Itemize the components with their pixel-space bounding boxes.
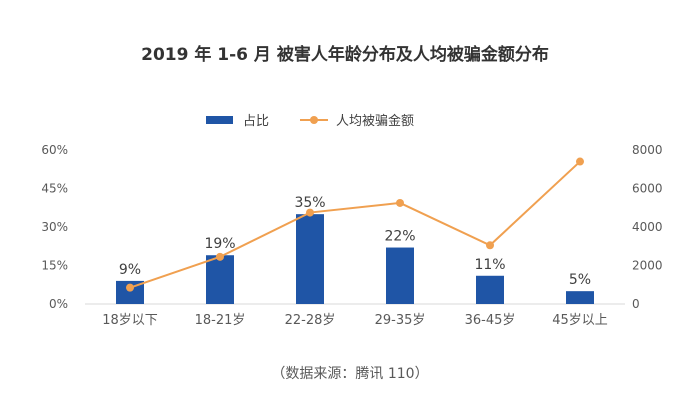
legend-bar-swatch [206,116,233,124]
y-right-tick-label: 2000 [632,259,663,273]
y-axis-left: 0% 15% 30% 45% 60% [41,143,68,311]
y-left-tick-label: 60% [41,143,68,157]
bar [206,255,234,304]
y-left-tick-label: 0% [49,297,68,311]
x-tick-label: 36-45岁 [465,313,516,328]
bar-data-label: 22% [384,229,415,245]
line-series [126,157,584,292]
y-right-tick-label: 6000 [632,182,663,196]
bar-data-label: 9% [119,262,141,278]
bar [566,291,594,304]
bar [116,280,144,304]
legend-line-marker [310,116,318,124]
x-tick-label: 29-35岁 [375,313,426,328]
x-tick-label: 22-28岁 [285,313,336,328]
bar [296,214,324,304]
bar [476,275,504,304]
line-point [396,198,404,207]
bar-data-label: 11% [474,257,505,273]
bar-data-label: 35% [294,195,325,211]
line-point [216,252,224,261]
x-tick-label: 18岁以下 [102,313,158,328]
legend: 占比 人均被骗金额 [206,113,414,129]
line-point [126,283,134,292]
source-note: （数据来源：腾讯 110） [271,365,428,382]
x-axis-ticks: 18岁以下 18-21岁 22-28岁 29-35岁 36-45岁 45岁以上 [102,313,608,328]
x-tick-label: 45岁以上 [552,313,608,328]
line-path [129,160,581,289]
bar [386,247,414,304]
chart-title: 2019 年 1-6 月 被害人年龄分布及人均被骗金额分布 [141,44,549,65]
y-right-tick-label: 8000 [632,143,663,157]
line-point [576,157,584,166]
legend-line-label: 人均被骗金额 [336,113,414,129]
legend-bar-label: 占比 [243,114,269,129]
y-left-tick-label: 15% [41,259,68,273]
y-right-tick-label: 0 [632,297,640,311]
y-left-tick-label: 45% [41,182,68,196]
x-tick-label: 18-21岁 [195,313,246,328]
y-right-tick-label: 4000 [632,220,663,234]
bar-data-label: 5% [569,272,591,288]
line-point [306,208,314,217]
y-axis-right: 0 2000 4000 6000 8000 [632,143,663,311]
bar-data-label: 19% [204,236,235,252]
bar-series: 9% 19% 35% 22% 11% 5% [116,195,594,304]
line-point [486,241,494,250]
y-left-tick-label: 30% [41,220,68,234]
